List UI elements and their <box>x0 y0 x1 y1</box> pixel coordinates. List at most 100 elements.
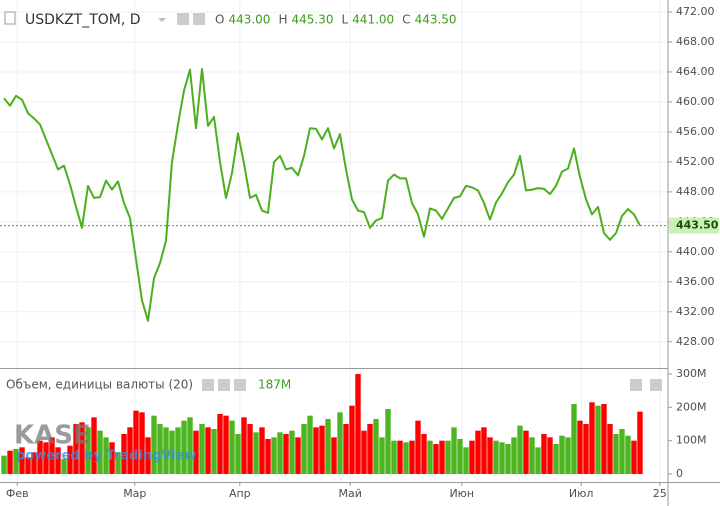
volume-bar <box>193 430 199 474</box>
y-tick-label: 300M <box>676 367 707 380</box>
move-up-icon[interactable] <box>630 379 642 391</box>
volume-bar <box>475 430 481 474</box>
ohlc-value: 445.30 <box>291 13 333 27</box>
symbol: USDKZT_TOM, D <box>25 12 141 28</box>
volume-bar <box>445 440 451 474</box>
volume-bar <box>31 452 37 474</box>
volume-bar <box>565 437 571 474</box>
ohlc-value: 441.00 <box>352 13 394 27</box>
volume-bar <box>139 412 145 474</box>
settings-icon[interactable] <box>218 379 230 391</box>
y-tick-label: 448.00 <box>676 185 715 198</box>
volume-bar <box>235 434 241 474</box>
volume-bar <box>295 437 301 474</box>
volume-bar <box>499 442 505 474</box>
y-tick-label: 440.00 <box>676 245 715 258</box>
volume-bar <box>481 427 487 474</box>
x-tick-label: Фев <box>6 487 29 500</box>
volume-bar <box>73 424 79 474</box>
volume-bar <box>247 424 253 474</box>
x-tick-label: 25 <box>653 487 667 500</box>
volume-bar <box>511 437 517 474</box>
volume-bar <box>205 427 211 474</box>
volume-bar <box>277 432 283 474</box>
volume-bar <box>493 440 499 474</box>
close-icon[interactable] <box>234 379 246 391</box>
volume-bar <box>223 415 229 474</box>
volume-bar <box>217 414 223 474</box>
logo: KASE <box>14 421 91 451</box>
y-tick-label: 452.00 <box>676 155 715 168</box>
volume-bar <box>151 415 157 474</box>
volume-bar <box>115 452 121 474</box>
volume-bar <box>607 424 613 474</box>
volume-bar <box>1 455 7 474</box>
volume-bar <box>337 412 343 474</box>
collapse-icon[interactable] <box>4 11 16 25</box>
volume-bar <box>415 420 421 474</box>
volume-bar <box>637 411 643 474</box>
volume-bar <box>49 437 55 474</box>
volume-bar <box>307 415 313 474</box>
price-panel <box>0 68 668 322</box>
volume-bar <box>181 420 187 474</box>
volume-bar <box>463 447 469 474</box>
volume-bar <box>241 417 247 474</box>
volume-bar <box>451 427 457 474</box>
y-tick-label: 0 <box>676 467 683 480</box>
y-tick-label: 456.00 <box>676 125 715 138</box>
volume-bar <box>163 427 169 474</box>
volume-bar <box>577 420 583 474</box>
volume-bar <box>37 440 43 474</box>
volume-bar <box>187 417 193 474</box>
y-tick-label: 432.00 <box>676 305 715 318</box>
volume-bar <box>199 424 205 474</box>
volume-bar <box>619 429 625 474</box>
volume-bar <box>535 447 541 474</box>
volume-bar <box>103 437 109 474</box>
y-tick-label: 100M <box>676 434 707 447</box>
grid <box>0 0 668 482</box>
volume-bar <box>109 442 115 474</box>
volume-title: Объем, единицы валюты (20) <box>6 378 193 392</box>
dropdown-icon[interactable] <box>158 18 166 22</box>
volume-bar <box>559 435 565 474</box>
volume-value: 187M <box>258 378 291 392</box>
volume-bar <box>43 442 49 474</box>
volume-bar <box>487 437 493 474</box>
volume-bar <box>289 430 295 474</box>
volume-bar <box>457 439 463 474</box>
hide-icon[interactable] <box>193 13 205 25</box>
volume-bar <box>361 430 367 474</box>
volume-bar <box>529 437 535 474</box>
ohlc-value: 443.50 <box>415 13 457 27</box>
volume-bar <box>229 420 235 474</box>
volume-bar <box>283 434 289 474</box>
volume-bar <box>571 404 577 474</box>
volume-bar <box>505 444 511 474</box>
volume-bar <box>319 425 325 474</box>
volume-bar <box>625 435 631 474</box>
ohlc-value: 443.00 <box>228 13 270 27</box>
volume-bar <box>433 444 439 474</box>
volume-bar <box>385 409 391 474</box>
volume-bar <box>553 444 559 474</box>
volume-bar <box>469 440 475 474</box>
y-tick-label: 436.00 <box>676 275 715 288</box>
y-tick-label: 200M <box>676 400 707 413</box>
volume-panel <box>1 374 643 474</box>
volume-bar <box>55 447 61 474</box>
x-tick-label: Май <box>339 487 362 500</box>
volume-bar <box>523 430 529 474</box>
volume-bar <box>67 445 73 474</box>
volume-bar <box>397 440 403 474</box>
volume-bar <box>121 434 127 474</box>
eye-icon[interactable] <box>202 379 214 391</box>
volume-bar <box>91 417 97 474</box>
ohlc-key: C <box>402 13 410 27</box>
settings-icon[interactable] <box>177 13 189 25</box>
volume-bar <box>391 440 397 474</box>
volume-bar <box>133 410 139 474</box>
volume-bar <box>265 439 271 474</box>
maximize-icon[interactable] <box>650 379 662 391</box>
